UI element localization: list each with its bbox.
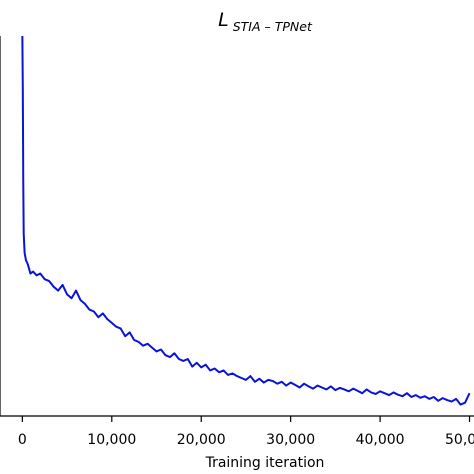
x-axis-ticks: 0 10,000 20,000 30,000 40,000 50,000 — [18, 416, 474, 448]
chart-title: L STIA – TPNet — [218, 9, 313, 34]
plot-area — [21, 35, 471, 406]
x-tick-label: 10,000 — [87, 432, 136, 448]
x-tick-label: 0 — [18, 432, 27, 448]
loss-series-line — [21, 35, 471, 406]
x-tick-label: 20,000 — [177, 432, 226, 448]
x-axis-label: Training iteration — [205, 455, 325, 471]
x-tick-label: 40,000 — [356, 432, 405, 448]
chart-title-subscript: STIA – TPNet — [233, 19, 313, 34]
x-tick-label: 50,000 — [445, 432, 474, 448]
x-tick-label: 30,000 — [266, 432, 315, 448]
chart-title-main: L — [218, 9, 229, 31]
